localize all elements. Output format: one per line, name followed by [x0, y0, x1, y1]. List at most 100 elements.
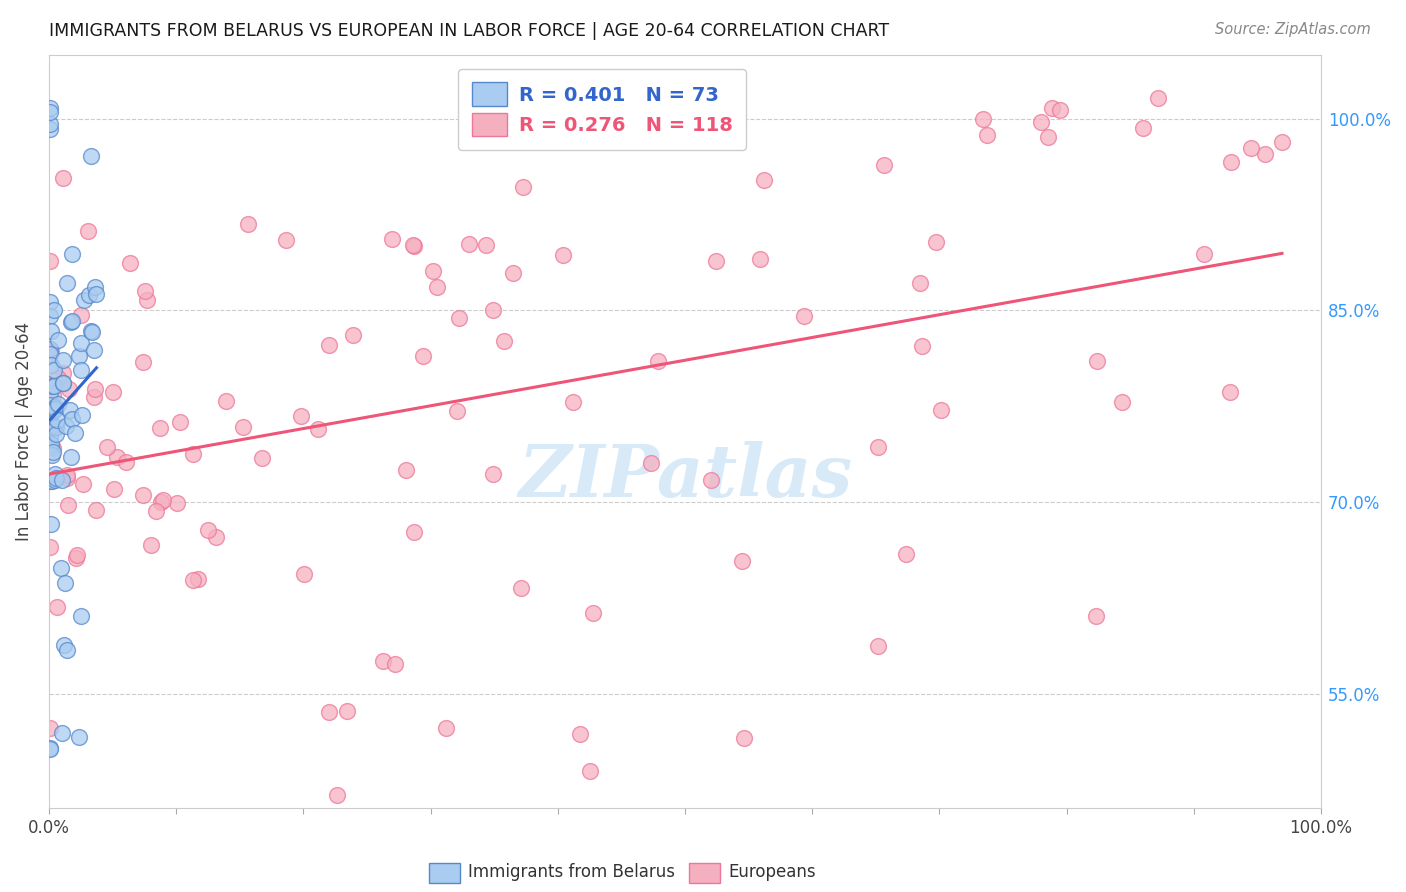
Point [395, 463, 418, 477]
Point [336, 704, 359, 718]
Text: ZIPatlas: ZIPatlas [517, 442, 852, 513]
Point [39, 429, 62, 443]
Point [39, 343, 62, 357]
Point [166, 496, 188, 510]
Point [101, 384, 124, 399]
Point [69, 363, 91, 377]
Point [55, 419, 77, 434]
Point [41, 418, 63, 433]
Point [274, 233, 297, 247]
Point [342, 327, 364, 342]
Point [1085, 354, 1108, 368]
Point [83, 390, 105, 404]
Point [150, 495, 173, 509]
Point [704, 254, 727, 268]
Point [131, 488, 153, 502]
Point [512, 180, 534, 194]
Point [640, 456, 662, 470]
Point [401, 237, 423, 252]
Point [1254, 146, 1277, 161]
Point [41, 444, 63, 458]
Point [39, 104, 62, 119]
Point [492, 334, 515, 348]
Point [868, 440, 890, 454]
Point [52, 366, 75, 380]
Point [412, 349, 434, 363]
Point [39, 347, 62, 361]
Point [730, 553, 752, 567]
Point [1132, 121, 1154, 136]
Point [66, 548, 89, 562]
Point [52, 352, 75, 367]
Point [371, 654, 394, 668]
Point [748, 252, 770, 266]
Point [1085, 608, 1108, 623]
Point [44, 421, 66, 435]
Point [39, 102, 62, 116]
Point [63, 426, 86, 441]
Point [39, 742, 62, 756]
Point [578, 764, 600, 778]
Point [1049, 103, 1071, 117]
Point [39, 386, 62, 401]
Point [1220, 154, 1243, 169]
Point [41, 448, 63, 462]
Point [152, 493, 174, 508]
Point [1240, 141, 1263, 155]
Point [120, 256, 142, 270]
Point [873, 158, 896, 172]
Point [482, 302, 505, 317]
Point [70, 608, 93, 623]
Text: Source: ZipAtlas.com: Source: ZipAtlas.com [1215, 22, 1371, 37]
Point [39, 117, 62, 131]
Point [42, 379, 65, 393]
Point [187, 572, 209, 586]
Point [976, 128, 998, 142]
Point [149, 421, 172, 435]
Point [56, 498, 79, 512]
Point [326, 788, 349, 802]
Point [1192, 247, 1215, 261]
Point [41, 437, 63, 451]
Point [41, 517, 63, 532]
Point [553, 248, 575, 262]
Point [41, 388, 63, 402]
Point [145, 504, 167, 518]
Point [39, 475, 62, 489]
Y-axis label: In Labor Force | Age 20-64: In Labor Force | Age 20-64 [15, 322, 32, 541]
Point [52, 638, 75, 652]
Point [41, 474, 63, 488]
Point [72, 476, 94, 491]
Point [793, 309, 815, 323]
Point [894, 547, 917, 561]
Point [44, 473, 66, 487]
Point [60, 411, 83, 425]
Point [1029, 115, 1052, 129]
Point [292, 566, 315, 581]
Point [46, 371, 69, 385]
Point [1111, 395, 1133, 409]
Point [134, 284, 156, 298]
Point [84, 503, 107, 517]
Point [76, 224, 98, 238]
Point [169, 415, 191, 429]
Point [70, 408, 93, 422]
Point [866, 639, 889, 653]
Point [136, 293, 159, 307]
Legend: R = 0.401   N = 73, R = 0.276   N = 118: R = 0.401 N = 73, R = 0.276 N = 118 [458, 69, 747, 150]
Point [752, 173, 775, 187]
Point [39, 121, 62, 136]
Point [58, 382, 80, 396]
Point [39, 423, 62, 437]
Point [1147, 91, 1170, 105]
Point [1036, 129, 1059, 144]
Point [449, 311, 471, 326]
Point [48, 333, 70, 347]
Point [46, 397, 69, 411]
Point [79, 325, 101, 339]
Point [52, 376, 75, 391]
Point [39, 409, 62, 423]
Point [77, 288, 100, 302]
Point [41, 324, 63, 338]
Point [1219, 385, 1241, 400]
